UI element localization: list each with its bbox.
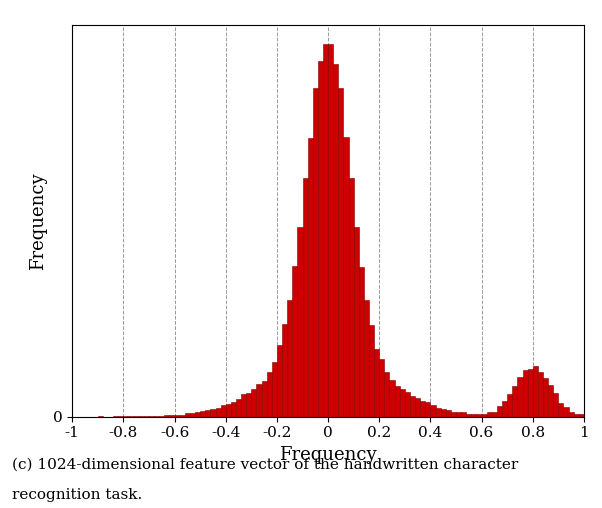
Bar [149,416,154,417]
Bar [425,402,430,417]
Bar [369,325,374,417]
Bar [277,345,282,417]
Bar [374,350,379,417]
Bar [384,372,389,417]
Bar [574,414,579,417]
Bar [415,398,420,417]
Bar [400,389,405,417]
Bar [410,396,415,417]
Bar [159,416,164,417]
Bar [349,177,354,417]
Bar [354,227,359,417]
Bar [527,369,533,417]
Bar [502,401,507,417]
Bar [231,402,236,417]
Bar [389,380,395,417]
Bar [543,377,548,417]
Bar [308,138,313,417]
Bar [195,412,200,417]
Bar [190,413,195,417]
Bar [323,44,328,417]
Bar [553,393,558,417]
Bar [313,88,318,417]
Bar [241,394,246,417]
Bar [482,414,486,417]
Bar [220,405,226,417]
Bar [272,362,277,417]
Bar [456,412,461,417]
Bar [395,386,400,417]
Bar [471,414,477,417]
Bar [297,227,303,417]
Bar [379,359,384,417]
Bar [261,381,267,417]
Bar [236,399,241,417]
Bar [252,389,256,417]
Bar [563,407,568,417]
Bar [226,404,231,417]
Bar [497,406,502,417]
Bar [441,408,445,417]
Bar [179,415,185,417]
Bar [200,410,205,417]
Bar [559,403,563,417]
Bar [477,415,482,417]
X-axis label: Frequency: Frequency [279,446,377,464]
Bar [492,411,497,417]
Bar [267,372,272,417]
Bar [170,415,175,417]
Bar [533,366,538,417]
Bar [343,137,349,417]
Bar [175,415,179,417]
Bar [538,372,543,417]
Bar [359,267,364,417]
Bar [518,377,523,417]
Bar [318,60,323,417]
Bar [523,370,527,417]
Bar [461,412,466,417]
Bar [292,266,297,417]
Bar [328,44,334,417]
Bar [338,88,343,417]
Y-axis label: Frequency: Frequency [29,172,47,270]
Bar [405,392,410,417]
Text: (c) 1024-dimensional feature vector of the handwritten character: (c) 1024-dimensional feature vector of t… [12,457,518,471]
Bar [185,413,190,417]
Bar [256,385,262,417]
Bar [507,394,512,417]
Bar [164,416,170,417]
Bar [334,64,338,417]
Bar [568,411,574,417]
Bar [216,408,220,417]
Bar [486,412,492,417]
Bar [445,409,451,417]
Bar [430,405,435,417]
Bar [466,414,471,417]
Bar [512,386,517,417]
Bar [303,178,308,417]
Bar [246,393,252,417]
Bar [205,410,211,417]
Bar [211,408,216,417]
Bar [451,411,456,417]
Bar [579,414,584,417]
Bar [287,300,293,417]
Bar [435,408,441,417]
Text: recognition task.: recognition task. [12,488,142,502]
Bar [420,401,425,417]
Bar [548,385,553,417]
Bar [282,325,287,417]
Bar [364,300,369,417]
